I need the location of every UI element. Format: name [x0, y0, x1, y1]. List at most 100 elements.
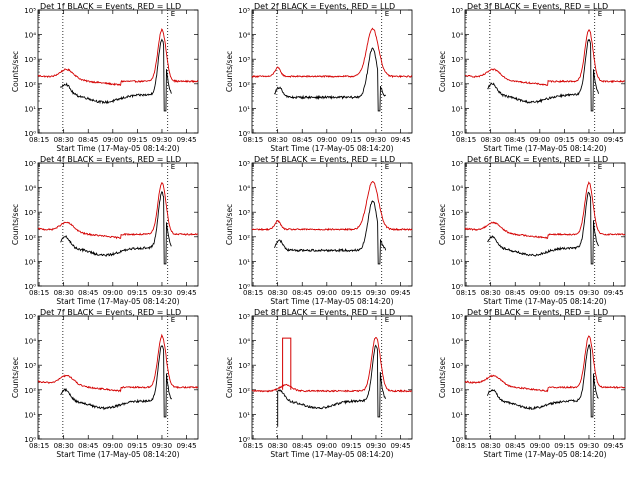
- chart-title: Det 8f BLACK = Events, RED = LLD: [254, 308, 395, 317]
- x-tick-label: 09:45: [176, 442, 196, 450]
- y-tick-label: 10⁴: [238, 32, 250, 40]
- y-tick-label: 10⁴: [24, 185, 36, 193]
- y-tick-label: 10⁰: [238, 283, 250, 291]
- chart-title: Det 6f BLACK = Events, RED = LLD: [467, 155, 608, 164]
- panel-6: Det 6f BLACK = Events, RED = LLD 10⁰ 10¹ 10…: [438, 155, 626, 306]
- series-red-lld: [37, 28, 199, 86]
- y-tick-label: 10³: [24, 209, 36, 217]
- panel-5: Det 5f BLACK = Events, RED = LLD 10⁰ 10¹ 10…: [225, 155, 413, 306]
- x-tick-label: 08:45: [78, 442, 98, 450]
- x-tick-label: 09:30: [579, 289, 599, 297]
- y-tick-label: 10³: [238, 56, 250, 64]
- y-tick-label: 10¹: [238, 411, 250, 419]
- x-tick-label: 09:15: [127, 442, 147, 450]
- y-tick-label: 10⁵: [238, 7, 250, 15]
- series-black-events: [60, 345, 172, 418]
- x-tick-label: 09:45: [390, 442, 410, 450]
- x-tick-label: 09:00: [317, 136, 337, 144]
- x-tick-label: 09:15: [554, 442, 574, 450]
- chart-title: Det 9f BLACK = Events, RED = LLD: [467, 308, 608, 317]
- x-tick-label: 09:45: [390, 136, 410, 144]
- x-tick-label: 09:00: [317, 442, 337, 450]
- x-tick-label: 09:15: [554, 136, 574, 144]
- chart-title: Det 4f BLACK = Events, RED = LLD: [40, 155, 181, 164]
- y-tick-label: 10⁰: [451, 436, 463, 444]
- x-axis-label: Start Time (17-May-05 08:14:20): [270, 144, 393, 153]
- y-tick-label: 10⁵: [24, 7, 36, 15]
- y-tick-label: 10²: [24, 234, 36, 242]
- marker-label: E: [171, 10, 175, 18]
- x-tick-label: 08:15: [456, 442, 476, 450]
- x-tick-label: 08:45: [78, 136, 98, 144]
- panel-1: Det 1f BLACK = Events, RED = LLD 10⁰ 10¹ 10…: [11, 2, 199, 153]
- y-tick-label: 10¹: [451, 258, 463, 266]
- x-tick-label: 08:15: [29, 289, 49, 297]
- x-tick-label: 08:15: [243, 442, 263, 450]
- x-tick-label: 08:30: [54, 136, 74, 144]
- y-tick-label: 10¹: [238, 258, 250, 266]
- x-tick-label: 09:00: [103, 136, 123, 144]
- chart-title: Det 5f BLACK = Events, RED = LLD: [254, 155, 395, 164]
- x-tick-label: 09:00: [530, 442, 550, 450]
- x-axis-label: Start Time (17-May-05 08:14:20): [483, 450, 606, 459]
- series-red-lld: [37, 182, 199, 240]
- y-tick-label: 10⁰: [24, 436, 36, 444]
- marker-label: E: [385, 10, 389, 18]
- panel-4: Det 4f BLACK = Events, RED = LLD 10⁰ 10¹ 10…: [11, 155, 199, 306]
- marker-label: E: [598, 316, 602, 324]
- series-black-events: [487, 191, 599, 265]
- plot-frame: [251, 162, 413, 287]
- x-tick-label: 08:45: [292, 289, 312, 297]
- y-axis-label: Counts/sec: [438, 51, 447, 92]
- series-red-lld: [464, 335, 626, 393]
- x-axis-label: Start Time (17-May-05 08:14:20): [56, 297, 179, 306]
- plot-frame: [37, 9, 199, 134]
- y-tick-label: 10⁰: [24, 283, 36, 291]
- y-tick-label: 10¹: [451, 105, 463, 113]
- x-tick-label: 09:00: [530, 289, 550, 297]
- x-tick-label: 09:30: [579, 136, 599, 144]
- y-tick-label: 10²: [238, 387, 250, 395]
- x-tick-label: 08:30: [481, 289, 501, 297]
- y-tick-label: 10¹: [451, 411, 463, 419]
- y-tick-label: 10¹: [24, 258, 36, 266]
- marker-label: E: [385, 316, 389, 324]
- series-red-pulse: [282, 337, 292, 390]
- x-tick-label: 09:45: [603, 289, 623, 297]
- x-tick-label: 09:30: [152, 136, 172, 144]
- marker-label: E: [598, 163, 602, 171]
- y-tick-label: 10³: [24, 56, 36, 64]
- y-tick-label: 10⁴: [238, 338, 250, 346]
- y-tick-label: 10²: [24, 81, 36, 89]
- series-black-events: [486, 344, 599, 418]
- x-tick-label: 09:45: [603, 136, 623, 144]
- x-tick-label: 09:00: [317, 289, 337, 297]
- x-tick-label: 08:30: [54, 442, 74, 450]
- x-axis-label: Start Time (17-May-05 08:14:20): [270, 297, 393, 306]
- plot-frame: [37, 315, 199, 440]
- chart-title: Det 7f BLACK = Events, RED = LLD: [40, 308, 181, 317]
- y-tick-label: 10²: [451, 234, 463, 242]
- y-tick-label: 10³: [451, 362, 463, 370]
- series-red-lld: [251, 337, 413, 393]
- y-tick-label: 10³: [451, 56, 463, 64]
- y-tick-label: 10²: [24, 387, 36, 395]
- x-tick-label: 08:45: [505, 136, 525, 144]
- series-red-lld: [464, 181, 626, 240]
- chart-title: Det 1f BLACK = Events, RED = LLD: [40, 2, 181, 11]
- panel-2: Det 2f BLACK = Events, RED = LLD 10⁰ 10¹ 10…: [225, 2, 413, 153]
- y-tick-label: 10⁵: [24, 313, 36, 321]
- x-tick-label: 08:30: [268, 289, 288, 297]
- marker-label: E: [598, 10, 602, 18]
- plot-frame: [464, 162, 626, 287]
- y-tick-label: 10¹: [238, 105, 250, 113]
- x-tick-label: 08:45: [505, 442, 525, 450]
- x-tick-label: 09:30: [152, 289, 172, 297]
- x-axis-label: Start Time (17-May-05 08:14:20): [483, 144, 606, 153]
- y-tick-label: 10⁵: [238, 313, 250, 321]
- y-tick-label: 10³: [24, 362, 36, 370]
- x-tick-label: 09:15: [554, 289, 574, 297]
- x-tick-label: 08:30: [268, 442, 288, 450]
- y-tick-label: 10⁰: [451, 130, 463, 138]
- x-tick-label: 09:15: [127, 136, 147, 144]
